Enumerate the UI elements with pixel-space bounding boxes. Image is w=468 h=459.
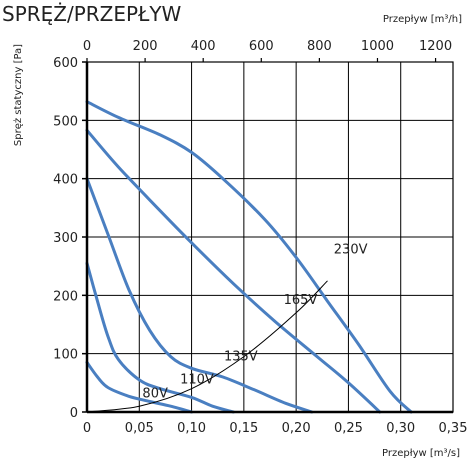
y-tick-label: 300	[53, 231, 78, 246]
x-tick-label: 0,25	[334, 421, 363, 436]
y-tick-label: 500	[53, 114, 78, 129]
tick-labels: 0 0,05 0,10 0,15 0,20 0,25 0,30 0,35 0 200 400 600 8…	[53, 39, 467, 436]
fan-curve-230v	[85, 100, 413, 414]
y-tick-label: 400	[53, 173, 78, 188]
top-tick-label: 0	[83, 39, 91, 54]
top-tick-label: 1200	[419, 39, 452, 54]
top-tick-label: 200	[133, 39, 158, 54]
curve-label: 135V	[224, 350, 258, 365]
x-tick-label: 0,20	[282, 421, 311, 436]
x-tick-label: 0,30	[386, 421, 415, 436]
y-tick-label: 200	[53, 289, 78, 304]
y-tick-label: 0	[70, 406, 78, 421]
x-tick-label: 0,10	[177, 421, 206, 436]
top-axis-label: Przepływ [m³/h]	[383, 14, 462, 25]
curve-label: 165V	[284, 293, 318, 308]
fan-curve-80v	[85, 360, 194, 414]
system-curve	[86, 280, 328, 413]
y-tick-label: 100	[53, 348, 78, 363]
top-tick-label: 800	[307, 39, 332, 54]
grid-lines	[87, 62, 453, 412]
top-tick-label: 600	[249, 39, 274, 54]
curve-label: 80V	[142, 386, 168, 401]
plot-frame	[82, 58, 454, 414]
fan-curve-110v	[85, 261, 235, 414]
y-axis-label: Spręż statyczny [Pa]	[13, 44, 24, 146]
x-tick-label: 0,35	[439, 421, 468, 436]
page-title: SPRĘŻ/PRZEPŁYW	[2, 2, 182, 26]
y-tick-label: 600	[53, 56, 78, 71]
x-tick-label: 0,05	[125, 421, 154, 436]
fan-curve-135v	[85, 177, 314, 414]
top-tick-label: 1000	[361, 39, 394, 54]
curve-label: 230V	[334, 242, 368, 257]
system-curve-group	[86, 280, 328, 413]
x-tick-label: 0,15	[229, 421, 258, 436]
x-axis-label: Przepływ [m³/s]	[382, 448, 460, 459]
fan-curves	[85, 100, 413, 414]
x-tick-label: 0	[83, 421, 91, 436]
curve-labels: 230V 165V 135V 110V 80V	[142, 242, 367, 401]
curve-label: 110V	[180, 372, 214, 387]
top-tick-label: 400	[191, 39, 216, 54]
fan-curve-165v	[85, 128, 382, 414]
